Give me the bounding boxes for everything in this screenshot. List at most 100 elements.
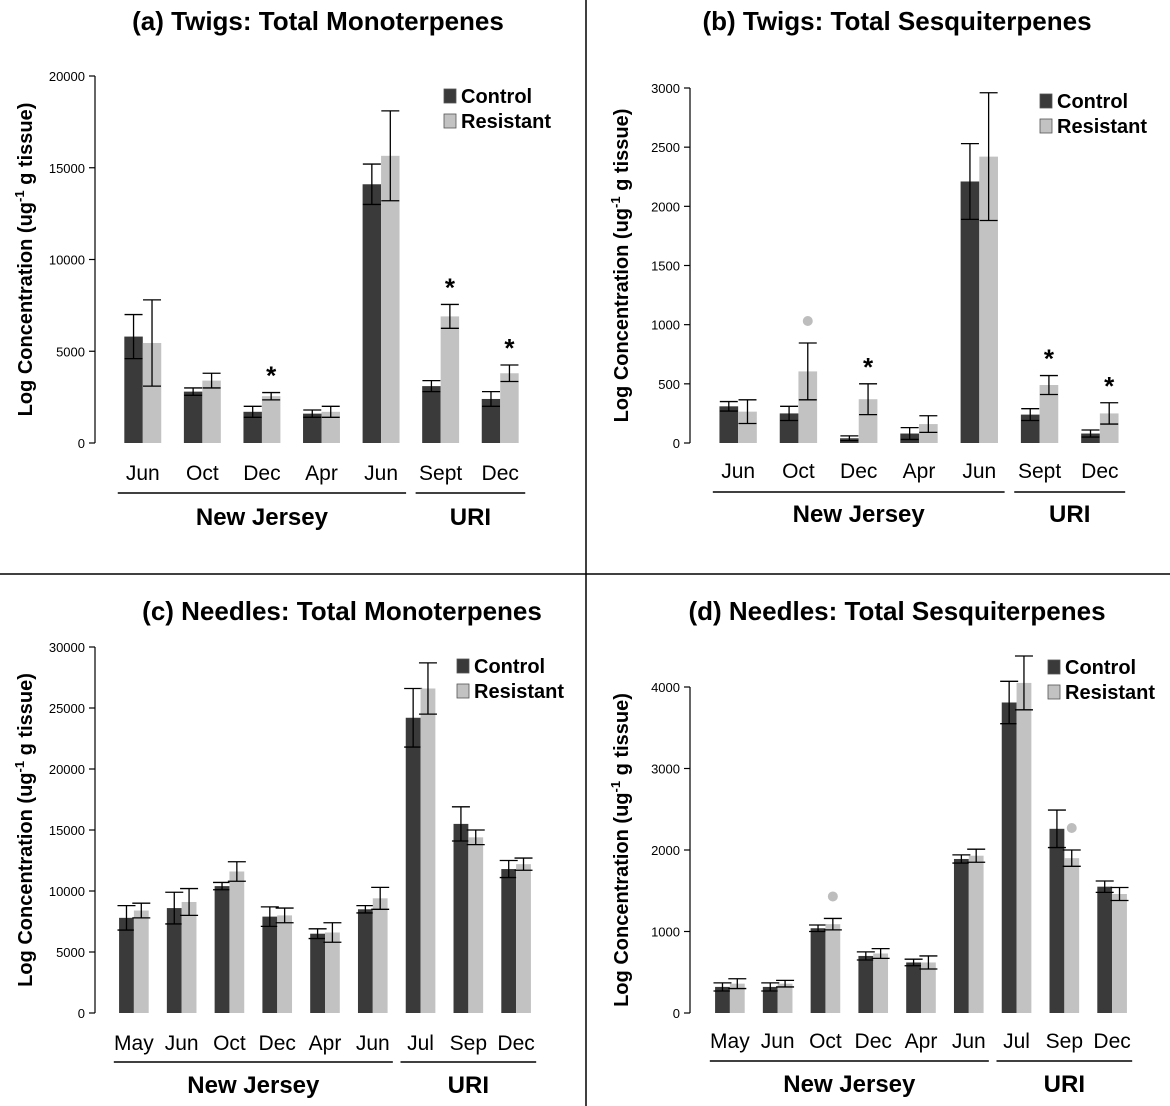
bar xyxy=(262,916,278,1013)
x-category-label: Dec xyxy=(1081,460,1118,483)
x-category-label: Dec xyxy=(243,462,280,485)
x-category-label: Jul xyxy=(407,1032,434,1055)
bar xyxy=(202,380,221,443)
legend-swatch-resistant xyxy=(443,113,457,129)
bar xyxy=(422,386,441,443)
y-tick-label: 30000 xyxy=(49,640,85,655)
bar xyxy=(1081,433,1100,443)
legend: Control Resistant xyxy=(443,86,551,133)
x-category-label: May xyxy=(114,1032,154,1055)
bar xyxy=(1039,385,1059,443)
bar xyxy=(858,955,874,1013)
y-axis-label: Log Concentration (ug-1 g tissue) xyxy=(608,109,633,423)
bar xyxy=(1049,828,1065,1013)
bar xyxy=(953,858,969,1013)
x-category-label: Jun xyxy=(962,460,996,483)
y-axis-label: Log Concentration (ug-1 g tissue) xyxy=(12,673,37,987)
legend-label-control: Control xyxy=(1065,657,1136,679)
y-tick-label: 0 xyxy=(673,1006,680,1021)
bar xyxy=(183,391,203,443)
y-tick-label: 5000 xyxy=(56,945,85,960)
y-tick-label: 25000 xyxy=(49,701,85,716)
legend-label-resistant: Resistant xyxy=(1057,116,1147,138)
x-category-label: Oct xyxy=(782,460,815,483)
legend-swatch-control xyxy=(456,658,470,674)
x-category-label: Dec xyxy=(855,1030,892,1053)
bar xyxy=(166,908,182,1013)
chart-panel: (c) Needles: Total Monoterpenes Log Conce… xyxy=(12,596,564,1099)
y-tick-label: 1000 xyxy=(651,318,680,333)
bar xyxy=(261,396,281,443)
x-category-label: Oct xyxy=(809,1030,842,1053)
y-tick-label: 1500 xyxy=(651,259,680,274)
bar xyxy=(873,953,889,1013)
y-tick-label: 20000 xyxy=(49,762,85,777)
x-category-label: Dec xyxy=(840,460,877,483)
y-tick-label: 0 xyxy=(78,436,85,451)
x-category-label: Jun xyxy=(126,462,160,485)
significance-dot xyxy=(827,891,838,902)
bar xyxy=(381,155,400,443)
legend-swatch-control xyxy=(443,88,457,104)
x-category-label: Dec xyxy=(482,462,519,485)
bar xyxy=(516,864,531,1013)
legend-swatch-control xyxy=(1047,659,1061,675)
significance-dot xyxy=(802,316,813,327)
bar xyxy=(481,398,501,443)
bar xyxy=(810,928,826,1013)
bar xyxy=(921,962,936,1013)
legend-swatch-resistant xyxy=(456,683,470,699)
bar xyxy=(372,898,388,1013)
legend-swatch-control xyxy=(1039,93,1053,109)
bar xyxy=(825,924,841,1013)
bar xyxy=(321,411,340,443)
x-category-label: Oct xyxy=(186,462,219,485)
bar xyxy=(133,910,149,1013)
bar xyxy=(798,371,818,443)
x-category-label: May xyxy=(710,1030,750,1053)
bar xyxy=(1001,702,1017,1013)
bar xyxy=(440,316,460,443)
y-axis-label: Log Concentration (ug-1 g tissue) xyxy=(608,693,633,1007)
y-tick-label: 4000 xyxy=(651,680,680,695)
y-tick-label: 500 xyxy=(658,377,680,392)
group-label: New Jersey xyxy=(196,504,329,531)
bar xyxy=(453,823,469,1013)
bar xyxy=(858,399,878,443)
significance-star: * xyxy=(266,361,277,391)
x-category-label: Dec xyxy=(259,1032,296,1055)
x-category-label: Jun xyxy=(761,1030,795,1053)
bar xyxy=(968,855,984,1013)
x-category-label: Apr xyxy=(905,1030,938,1053)
group-label: URI xyxy=(1044,1071,1085,1098)
chart-title: (a) Twigs: Total Monoterpenes xyxy=(132,6,504,36)
legend-label-resistant: Resistant xyxy=(1065,682,1155,704)
chart-panel: (d) Needles: Total Sesquiterpenes Log Con… xyxy=(608,596,1155,1098)
significance-star: * xyxy=(504,333,515,363)
y-axis-label: Log Concentration (ug-1 g tissue) xyxy=(12,103,37,417)
x-category-label: Jun xyxy=(356,1032,390,1055)
bar xyxy=(124,336,143,443)
bar xyxy=(719,406,739,443)
bar xyxy=(405,717,421,1013)
y-tick-label: 3000 xyxy=(651,81,680,96)
group-label: New Jersey xyxy=(783,1071,916,1098)
chart-panel: (b) Twigs: Total Sesquiterpenes Log Conce… xyxy=(608,6,1147,528)
bar xyxy=(357,909,373,1013)
bar xyxy=(1097,886,1113,1013)
x-category-label: Dec xyxy=(1093,1030,1130,1053)
legend-label-control: Control xyxy=(461,86,532,108)
bar xyxy=(1020,414,1040,443)
bar xyxy=(303,413,322,443)
y-tick-label: 10000 xyxy=(49,884,85,899)
significance-dot xyxy=(1066,823,1077,833)
chart-title: (b) Twigs: Total Sesquiterpenes xyxy=(702,6,1091,36)
x-category-label: Sep xyxy=(1046,1030,1083,1053)
bar xyxy=(420,688,436,1013)
legend-label-resistant: Resistant xyxy=(474,681,564,703)
bar xyxy=(501,869,517,1013)
legend-label-resistant: Resistant xyxy=(461,111,551,133)
group-label: New Jersey xyxy=(187,1072,320,1099)
x-category-label: Sept xyxy=(419,462,462,485)
